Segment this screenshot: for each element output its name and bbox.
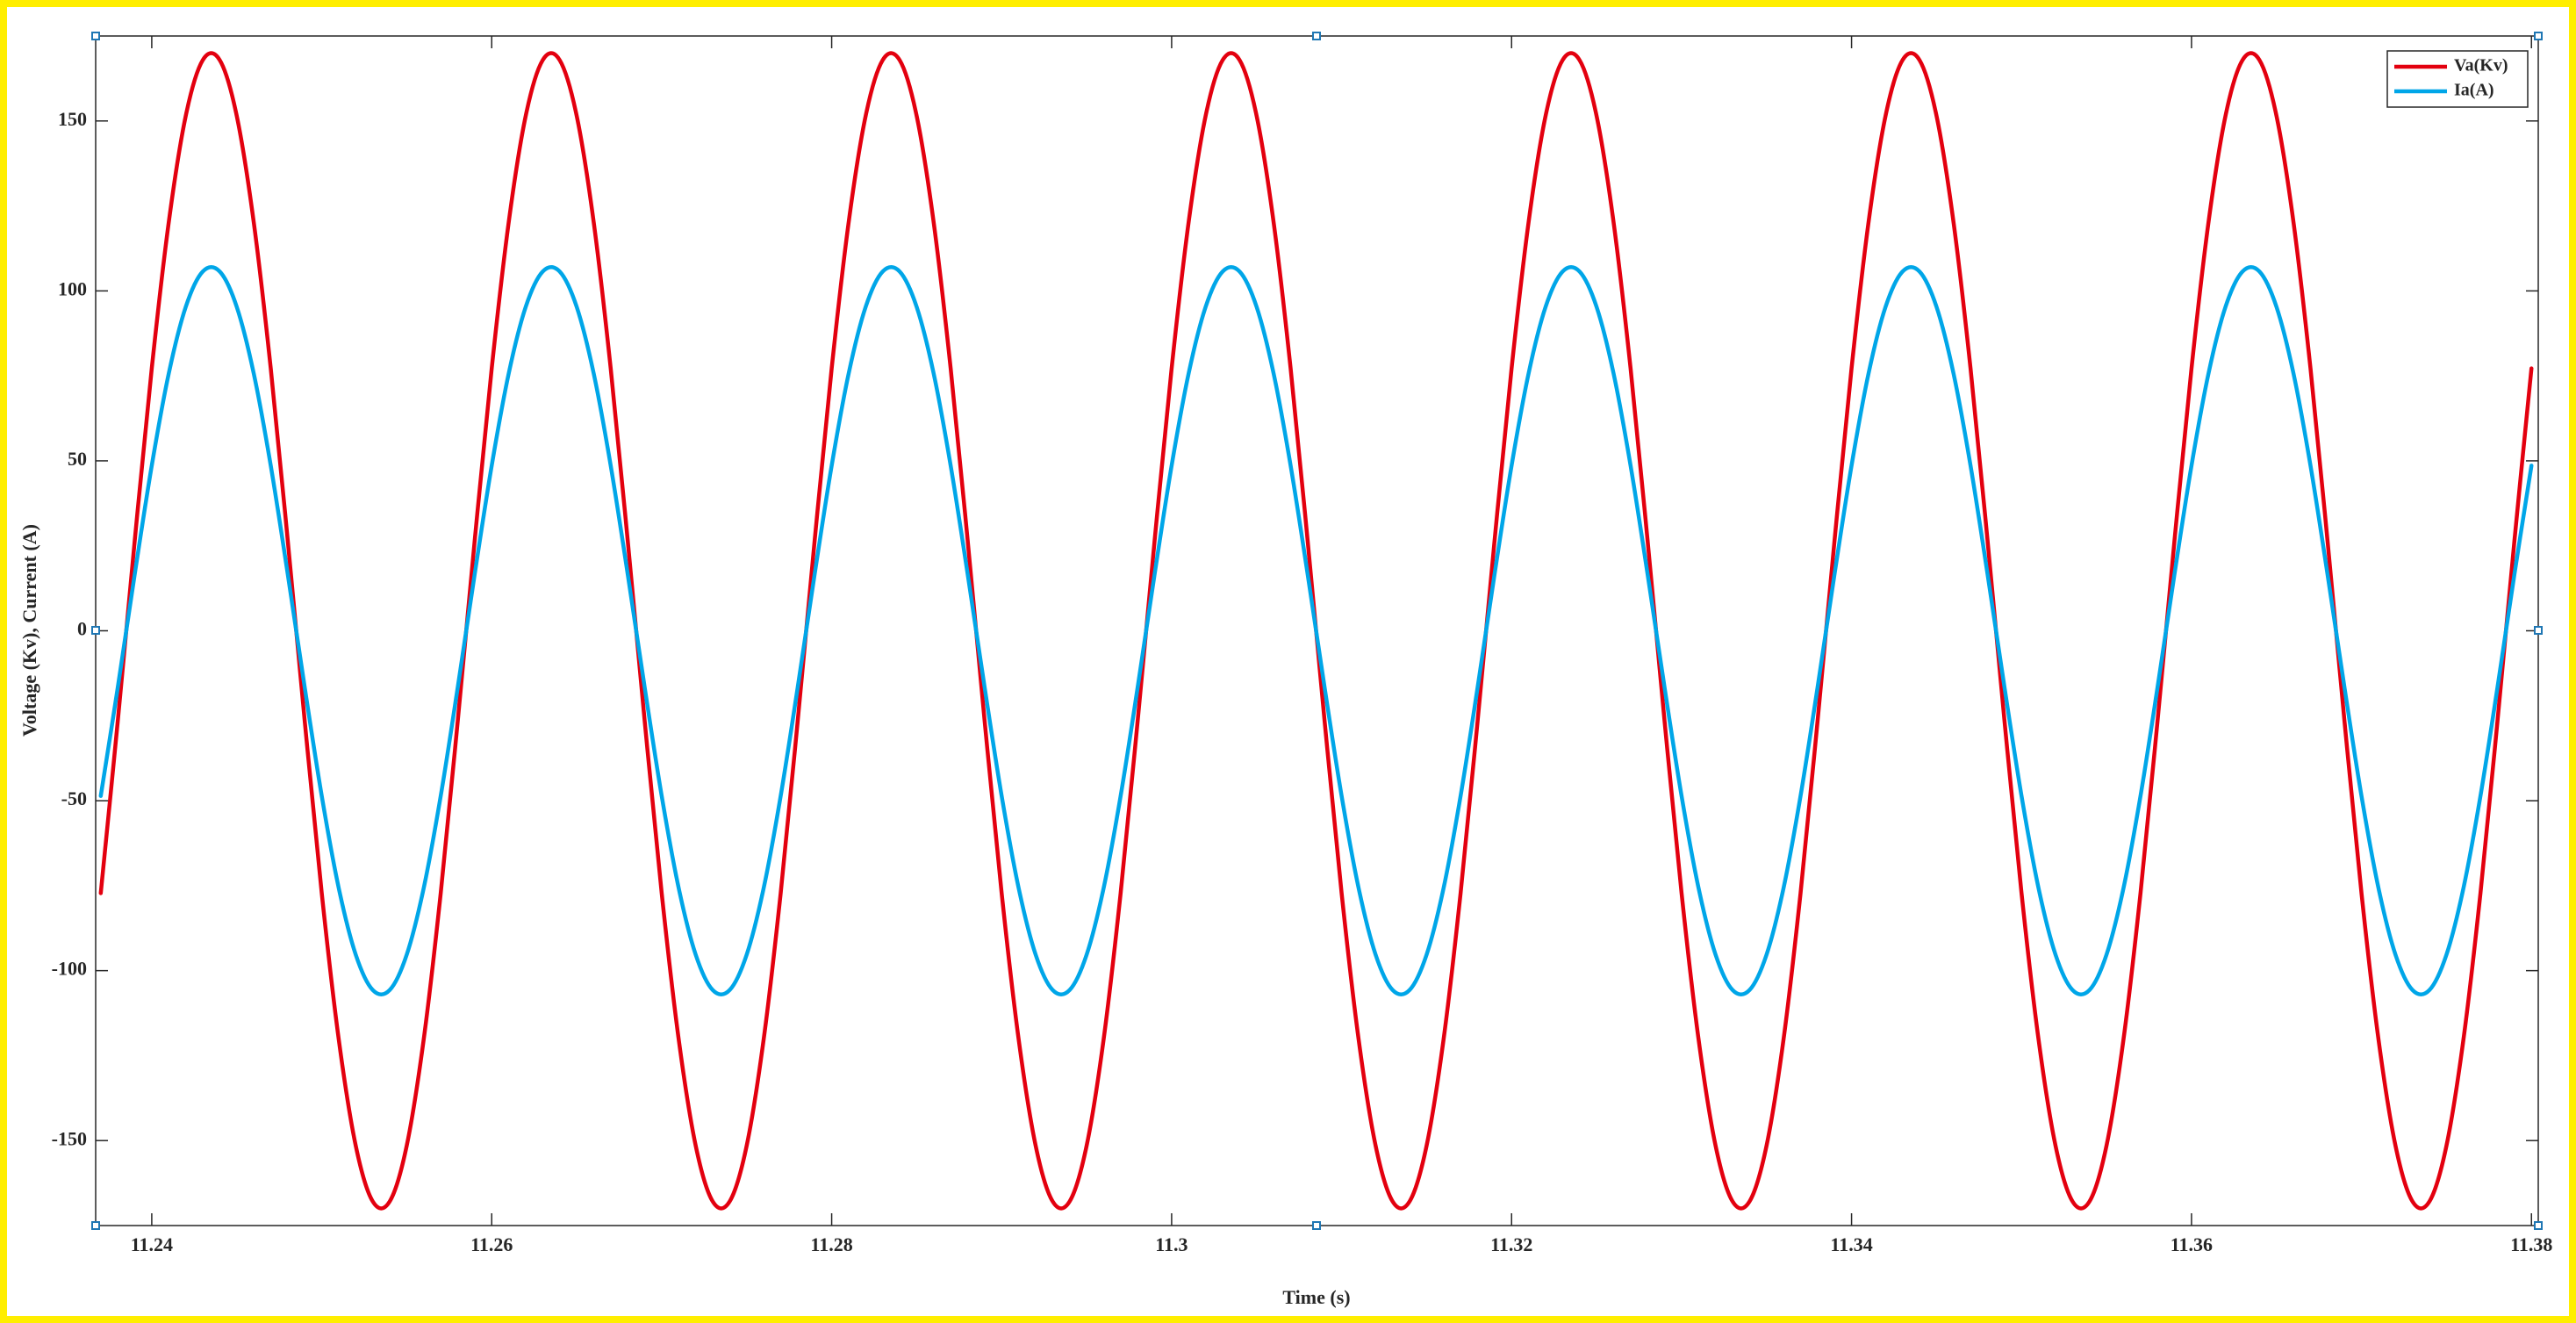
x-tick-label: 11.24 [131, 1233, 173, 1255]
x-tick-label: 11.38 [2510, 1233, 2552, 1255]
series-line [98, 265, 2534, 996]
legend-label: Ia(A) [2454, 81, 2494, 100]
y-tick-label: 100 [58, 277, 87, 299]
x-tick-label: 11.32 [1490, 1233, 1532, 1255]
y-axis-label: Voltage (Kv), Current (A) [18, 524, 40, 737]
plot-lines [98, 51, 2534, 1211]
x-tick-label: 11.26 [470, 1233, 513, 1255]
handle [2534, 32, 2543, 40]
handle [2534, 626, 2543, 635]
y-tick-label: 0 [77, 618, 87, 640]
x-tick-label: 11.3 [1155, 1233, 1188, 1255]
y-tick-label: 150 [58, 108, 87, 130]
axes-ticks: -150 -100 -50 0 50 100 150 11.24 11.26 11.28 11.3 1… [52, 36, 2552, 1255]
x-tick-label: 11.28 [810, 1233, 852, 1255]
selection-handles [91, 32, 2543, 1230]
legend-box [2386, 50, 2529, 108]
handle [2534, 1221, 2543, 1230]
handle [91, 626, 100, 635]
y-tick-label: -50 [61, 787, 87, 809]
x-tick-label: 11.34 [1830, 1233, 1872, 1255]
handle [1312, 1221, 1321, 1230]
handle [91, 32, 100, 40]
y-tick-label: 50 [68, 448, 87, 470]
legend-label: Va(Kv) [2454, 56, 2508, 75]
y-tick-label: -100 [52, 958, 87, 980]
legend: Va(Kv) Ia(A) [2386, 50, 2529, 108]
handle [1312, 32, 1321, 40]
handle [91, 1221, 100, 1230]
x-tick-label: 11.36 [2171, 1233, 2213, 1255]
x-axis-label: Time (s) [1282, 1286, 1350, 1308]
y-tick-label: -150 [52, 1127, 87, 1149]
